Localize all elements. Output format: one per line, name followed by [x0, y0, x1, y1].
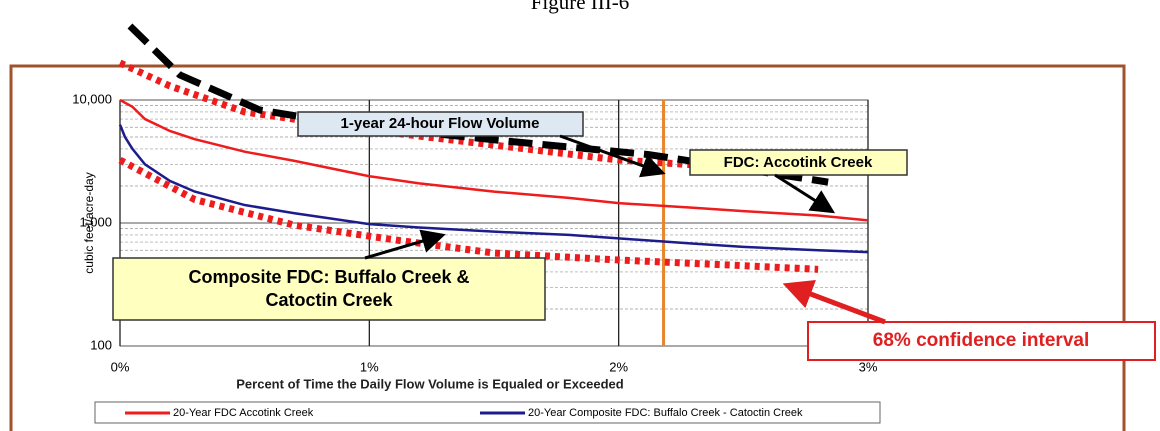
arrow [774, 173, 836, 214]
annotation-box [112, 257, 546, 321]
annotation: FDC: Accotink Creek [724, 154, 873, 171]
annotation-box [297, 111, 584, 137]
arrow [559, 134, 666, 178]
series-line [119, 98, 869, 222]
x-tick-label: 0% [111, 359, 130, 374]
arrow [364, 229, 446, 260]
annotation: 1-year 24-hour Flow Volume [341, 115, 540, 132]
annotation: Catoctin Creek [265, 290, 393, 310]
arrow [782, 280, 886, 325]
legend-label: 20-Year Composite FDC: Buffalo Creek - C… [528, 407, 803, 419]
series-line [118, 59, 819, 176]
x-tick-label: 1% [360, 359, 379, 374]
y-axis-label: cubic feet/acre-day [82, 172, 96, 273]
annotation: Composite FDC: Buffalo Creek & [188, 267, 469, 287]
y-tick-label: 10,000 [72, 91, 112, 106]
x-axis-label: Percent of Time the Daily Flow Volume is… [236, 376, 624, 391]
annotation-box [689, 149, 908, 176]
x-tick-label: 2% [609, 359, 628, 374]
y-tick-label: 100 [90, 337, 112, 352]
annotation-box [807, 321, 1156, 361]
series-line [118, 156, 819, 273]
annotation: 68% confidence interval [873, 330, 1089, 351]
chart-title: Figure III-6 [531, 0, 630, 14]
legend-label: 20-Year FDC Accotink Creek [173, 407, 314, 419]
y-tick-label: 1,000 [79, 214, 112, 229]
x-tick-label: 3% [859, 359, 878, 374]
series-line [118, 124, 869, 254]
chart-frame [9, 64, 1126, 431]
